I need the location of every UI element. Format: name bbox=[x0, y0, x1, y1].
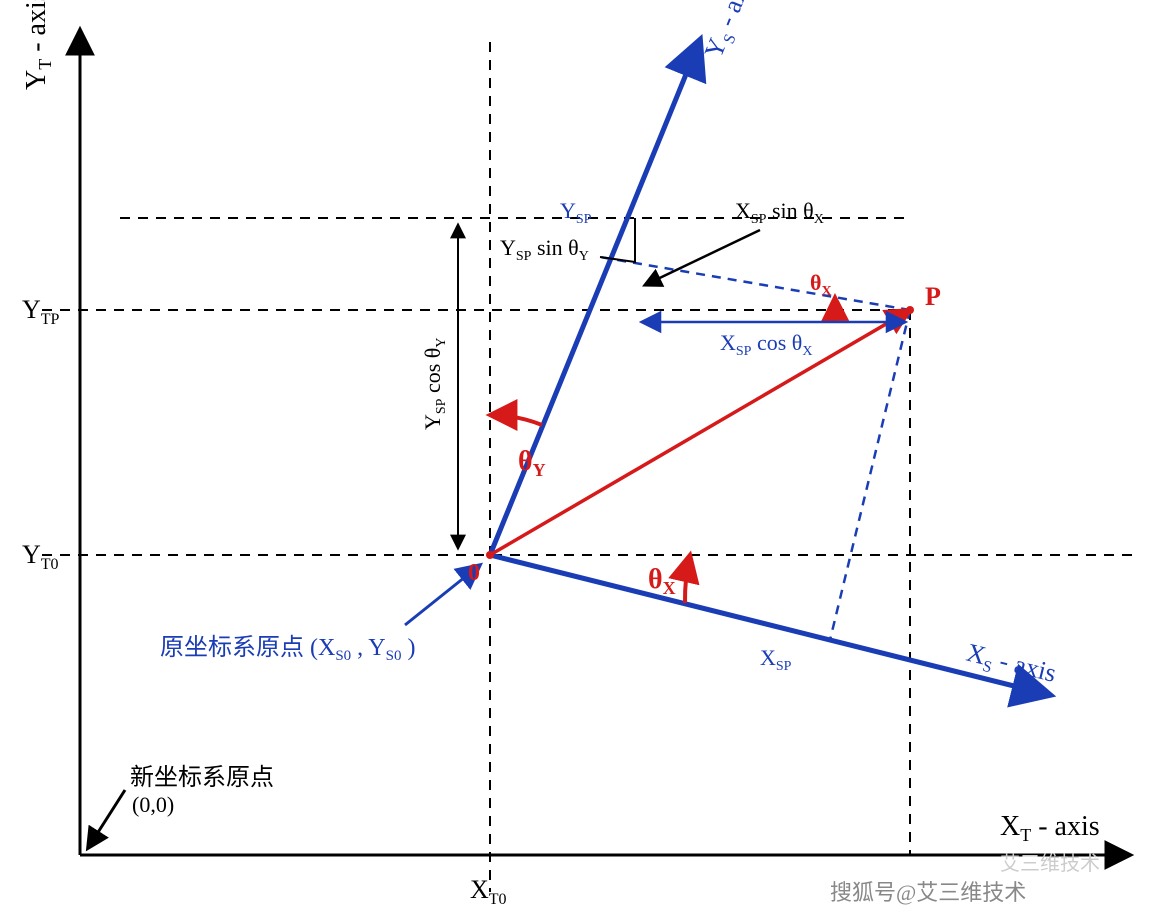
coordinate-diagram: YT - axis XT - axis YS - axis XS - axis … bbox=[0, 0, 1158, 914]
label-theta-x-small: θX bbox=[810, 270, 832, 299]
label-ys-axis: YS - axis bbox=[699, 0, 764, 64]
label-xsp: XSP bbox=[760, 645, 792, 674]
label-target-origin: 新坐标系原点 bbox=[130, 764, 274, 791]
arc-theta-x-at-p bbox=[834, 297, 835, 310]
label-ytp: YTP bbox=[22, 295, 60, 328]
label-target-origin-coords: (0,0) bbox=[132, 792, 174, 817]
point-p bbox=[906, 306, 914, 314]
label-xt0: XT0 bbox=[470, 875, 507, 908]
callout-xsp-sin bbox=[645, 230, 760, 285]
arc-theta-y bbox=[490, 415, 542, 425]
watermark-source: 搜狐号@艾三维技术 bbox=[830, 880, 1026, 905]
vector-op bbox=[490, 310, 910, 555]
callout-target-origin bbox=[88, 790, 125, 848]
label-xsp-cos: XSP cos θX bbox=[720, 330, 812, 359]
label-ysp-sin: YSP sin θY bbox=[500, 235, 589, 264]
xs-axis bbox=[490, 555, 1050, 695]
label-ysp-cos: YSP cos θY bbox=[420, 338, 449, 430]
arc-theta-x-origin bbox=[685, 555, 690, 603]
label-p: P bbox=[925, 282, 941, 311]
label-ysp: YSP bbox=[560, 198, 592, 227]
ys-axis bbox=[490, 40, 700, 555]
label-yt0: YT0 bbox=[22, 540, 59, 573]
label-theta-x: θX bbox=[648, 564, 676, 598]
point-o bbox=[486, 551, 494, 559]
label-xsp-sin: XSP sin θX bbox=[735, 198, 824, 227]
label-yt-axis: YT - axis bbox=[21, 0, 55, 90]
proj-p-to-xsfoot bbox=[830, 310, 910, 640]
label-source-origin: 原坐标系原点 (XS0 , YS0 ) bbox=[160, 634, 415, 664]
label-theta-y: θY bbox=[518, 446, 546, 480]
label-o: 0 bbox=[468, 560, 480, 586]
label-xt-axis: XT - axis bbox=[1000, 811, 1100, 845]
watermark-brand: 艾三维技术 bbox=[1000, 852, 1100, 875]
